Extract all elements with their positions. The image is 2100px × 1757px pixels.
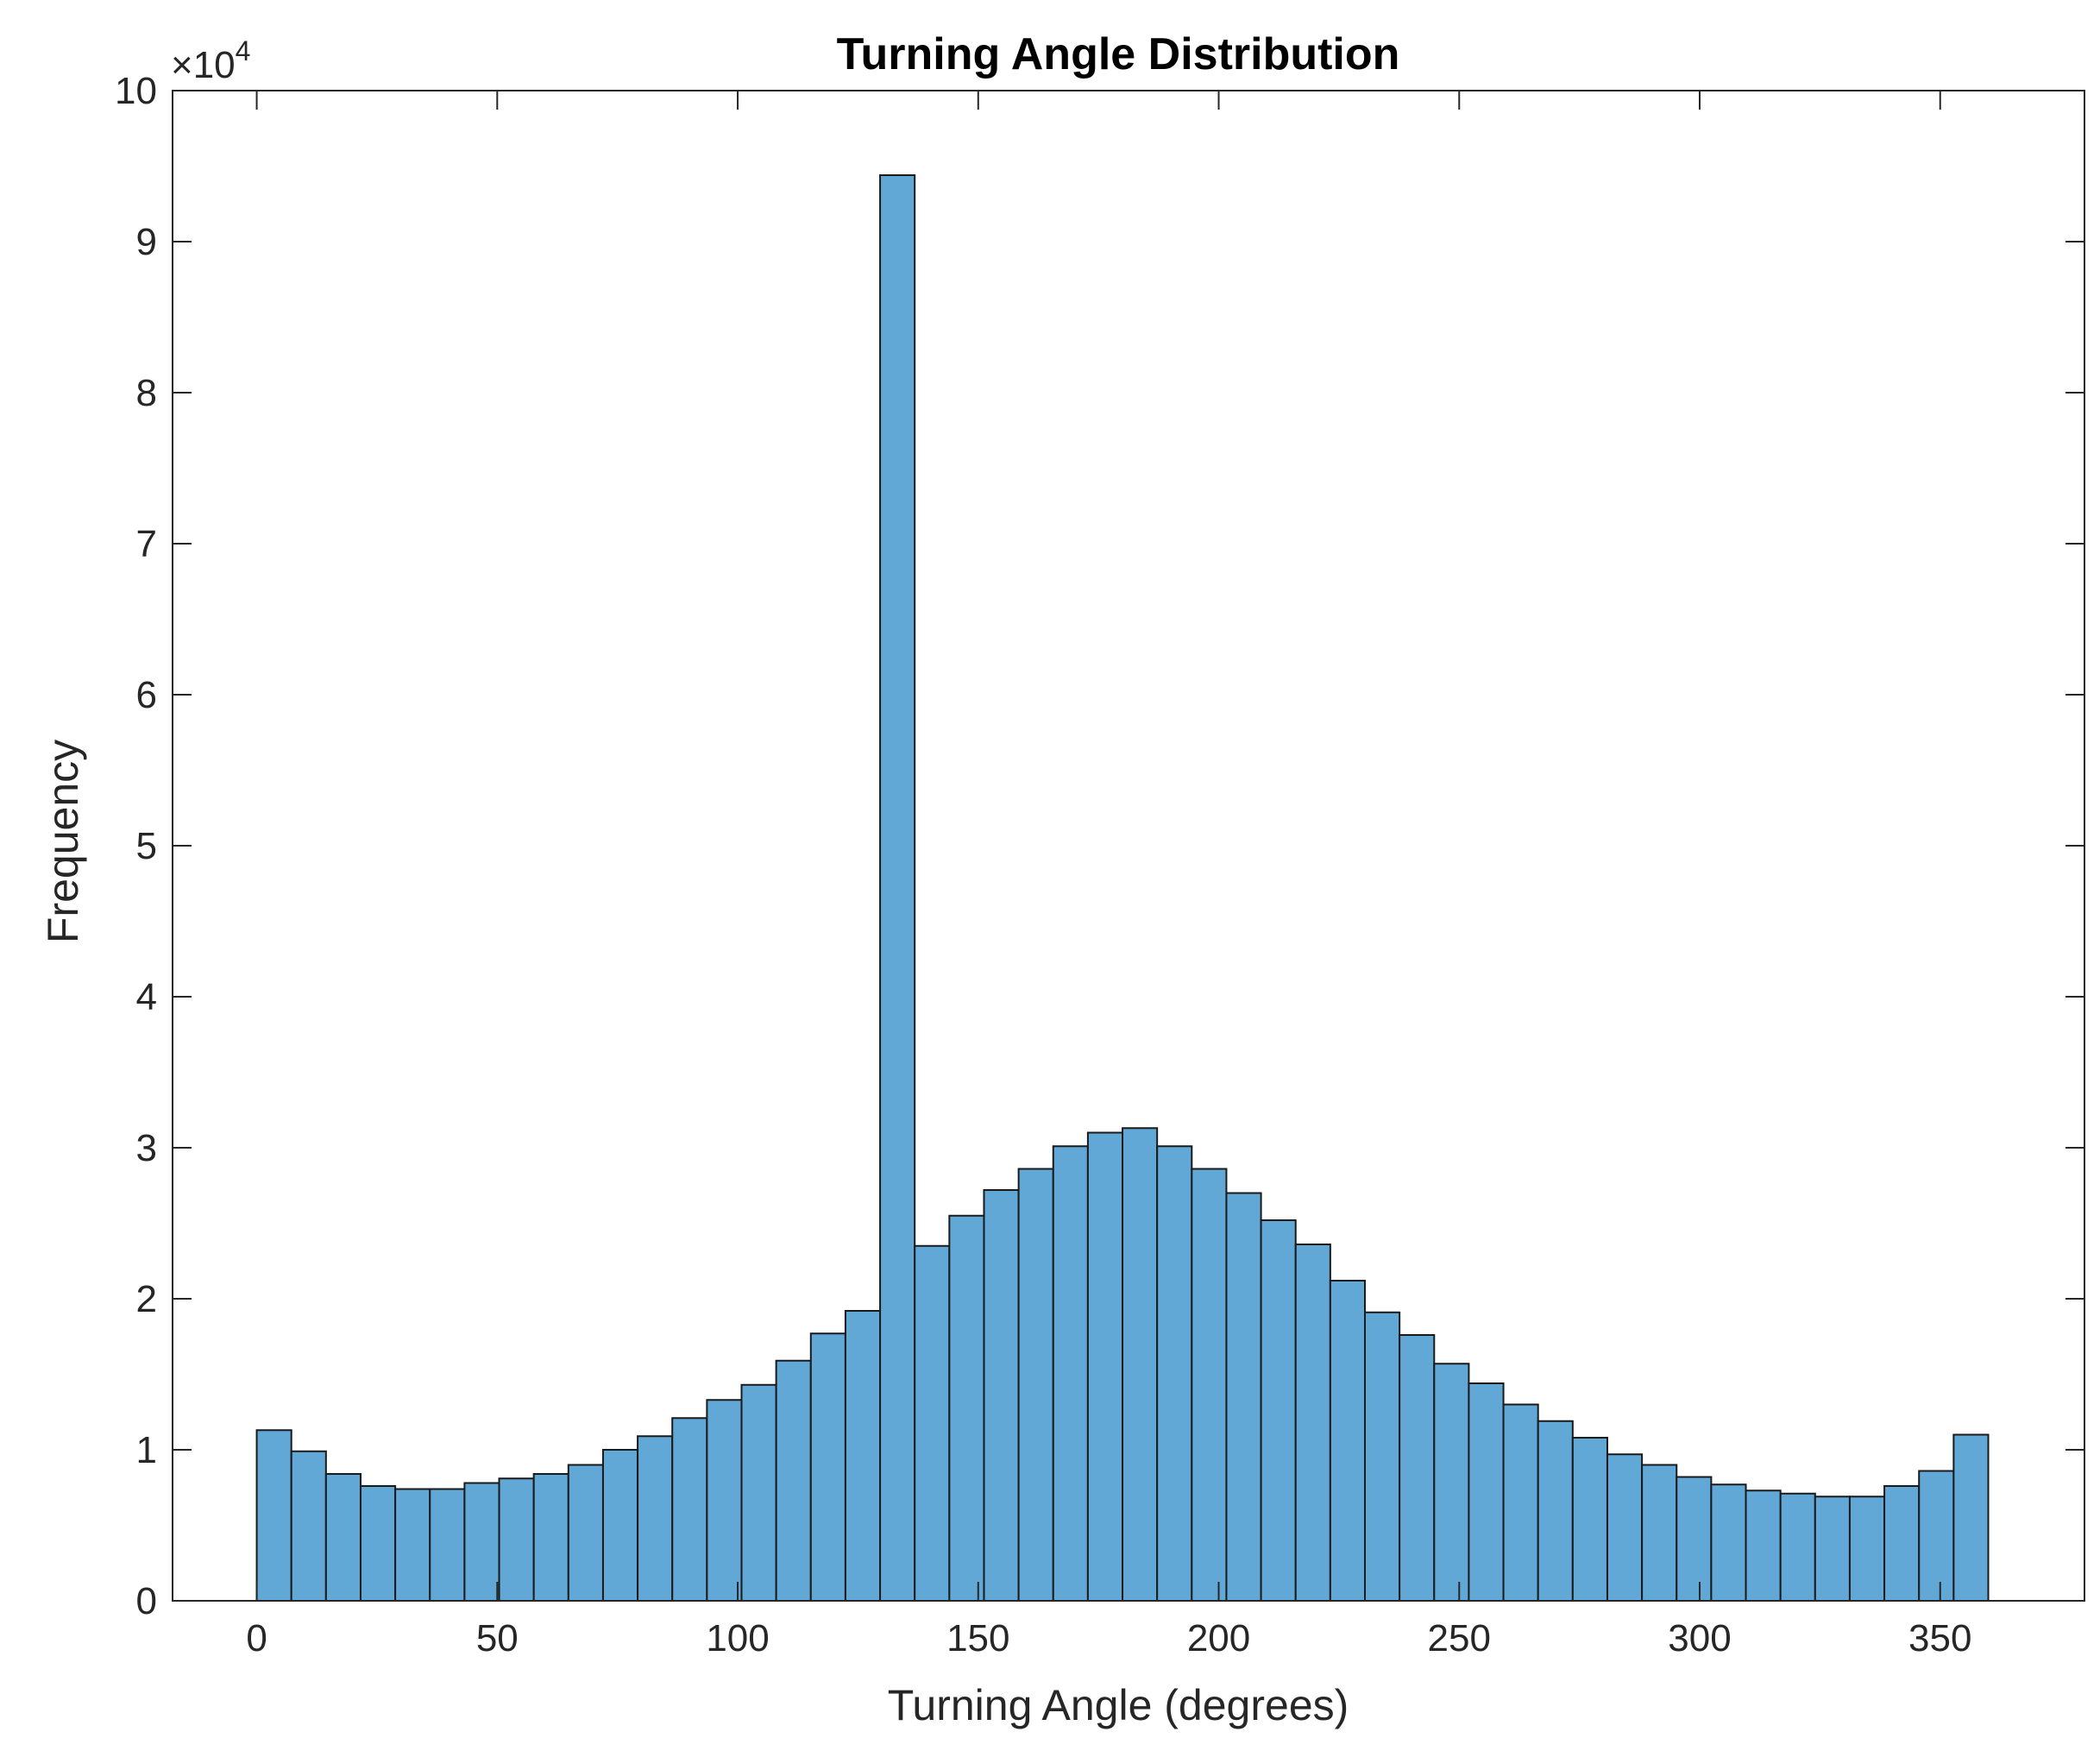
histogram-bar [463, 1482, 500, 1602]
y-axis-exponent-power: 4 [236, 35, 251, 66]
x-tick-label: 0 [246, 1617, 267, 1659]
histogram-bar [1571, 1437, 1608, 1602]
y-tick-label: 7 [136, 523, 157, 565]
histogram-bar [1191, 1168, 1228, 1602]
histogram-bar [1433, 1363, 1470, 1602]
histogram-bar [1779, 1492, 1816, 1602]
histogram-bar [290, 1450, 327, 1602]
histogram-bar [1017, 1168, 1054, 1602]
histogram-bar [1156, 1145, 1193, 1602]
histogram-bar [1052, 1145, 1089, 1602]
x-tick-label: 350 [1908, 1617, 1971, 1659]
histogram-bar [1364, 1311, 1401, 1602]
histogram-bar [775, 1359, 812, 1602]
x-axis-label: Turning Angle (degrees) [888, 1681, 1349, 1729]
y-axis-exponent-base: ×10 [171, 44, 236, 86]
histogram-bar [1918, 1470, 1955, 1602]
histogram-bar [1848, 1496, 1886, 1602]
histogram-bar [1606, 1453, 1644, 1602]
histogram-bar [637, 1435, 674, 1602]
histogram-bar [394, 1488, 431, 1602]
histogram-bar [809, 1332, 846, 1602]
y-tick-label: 8 [136, 372, 157, 414]
x-tick-label: 100 [706, 1617, 769, 1659]
y-axis-exponent: ×104 [171, 35, 250, 86]
histogram-bar [1710, 1483, 1747, 1602]
histogram-bar [740, 1383, 777, 1602]
histogram-bar [1225, 1192, 1262, 1602]
x-tick-label: 150 [946, 1617, 1009, 1659]
histogram-bar [1814, 1496, 1851, 1602]
y-tick-label: 2 [136, 1278, 157, 1320]
y-tick-label: 3 [136, 1127, 157, 1169]
histogram-bar [1468, 1382, 1505, 1602]
histogram-bar [324, 1473, 362, 1602]
y-tick-label: 0 [136, 1580, 157, 1622]
y-tick-label: 6 [136, 674, 157, 716]
histogram-bar [532, 1473, 569, 1602]
histogram-bar [1641, 1464, 1678, 1602]
histogram-bar [1537, 1420, 1574, 1602]
histogram-bar [1329, 1280, 1367, 1602]
histogram-bar [1952, 1433, 1990, 1602]
ticks-layer: 0 50 100 150 200 250 300 350 0 1 2 3 4 5 6 7 8 9 10 [115, 70, 2084, 1659]
bars-layer [255, 174, 1990, 1602]
chart-title: Turning Angle Distribution [837, 29, 1400, 79]
y-tick-label: 4 [136, 976, 157, 1018]
histogram-bar [255, 1429, 292, 1602]
histogram-bar [1086, 1131, 1124, 1602]
histogram-bar [844, 1310, 882, 1602]
histogram-bar [601, 1449, 639, 1602]
y-tick-label: 1 [136, 1429, 157, 1471]
y-tick-label: 5 [136, 825, 157, 867]
histogram-bar [1883, 1485, 1921, 1602]
histogram-bar [948, 1214, 985, 1602]
x-tick-label: 250 [1428, 1617, 1491, 1659]
histogram-bar [1399, 1334, 1436, 1602]
y-axis-label: Frequency [39, 740, 87, 943]
x-tick-label: 300 [1668, 1617, 1731, 1659]
x-tick-label: 200 [1187, 1617, 1250, 1659]
histogram-bar [1260, 1219, 1297, 1602]
histogram-bar [1676, 1476, 1713, 1602]
histogram-bar [1502, 1403, 1539, 1602]
histogram-bar [429, 1488, 466, 1602]
histogram-bar [359, 1485, 397, 1602]
histogram-bar [567, 1464, 604, 1602]
histogram-bar [983, 1189, 1020, 1602]
y-tick-label: 9 [136, 221, 157, 263]
y-tick-label: 10 [115, 70, 157, 112]
histogram-bar [914, 1244, 951, 1602]
histogram-bar [879, 174, 916, 1602]
x-tick-label: 50 [476, 1617, 519, 1659]
histogram-bar [1745, 1489, 1782, 1602]
histogram-bar [1122, 1127, 1159, 1602]
histogram-bar [498, 1477, 535, 1602]
histogram-bar [1294, 1244, 1331, 1602]
histogram-bar [671, 1417, 708, 1602]
histogram-bar [706, 1399, 743, 1602]
